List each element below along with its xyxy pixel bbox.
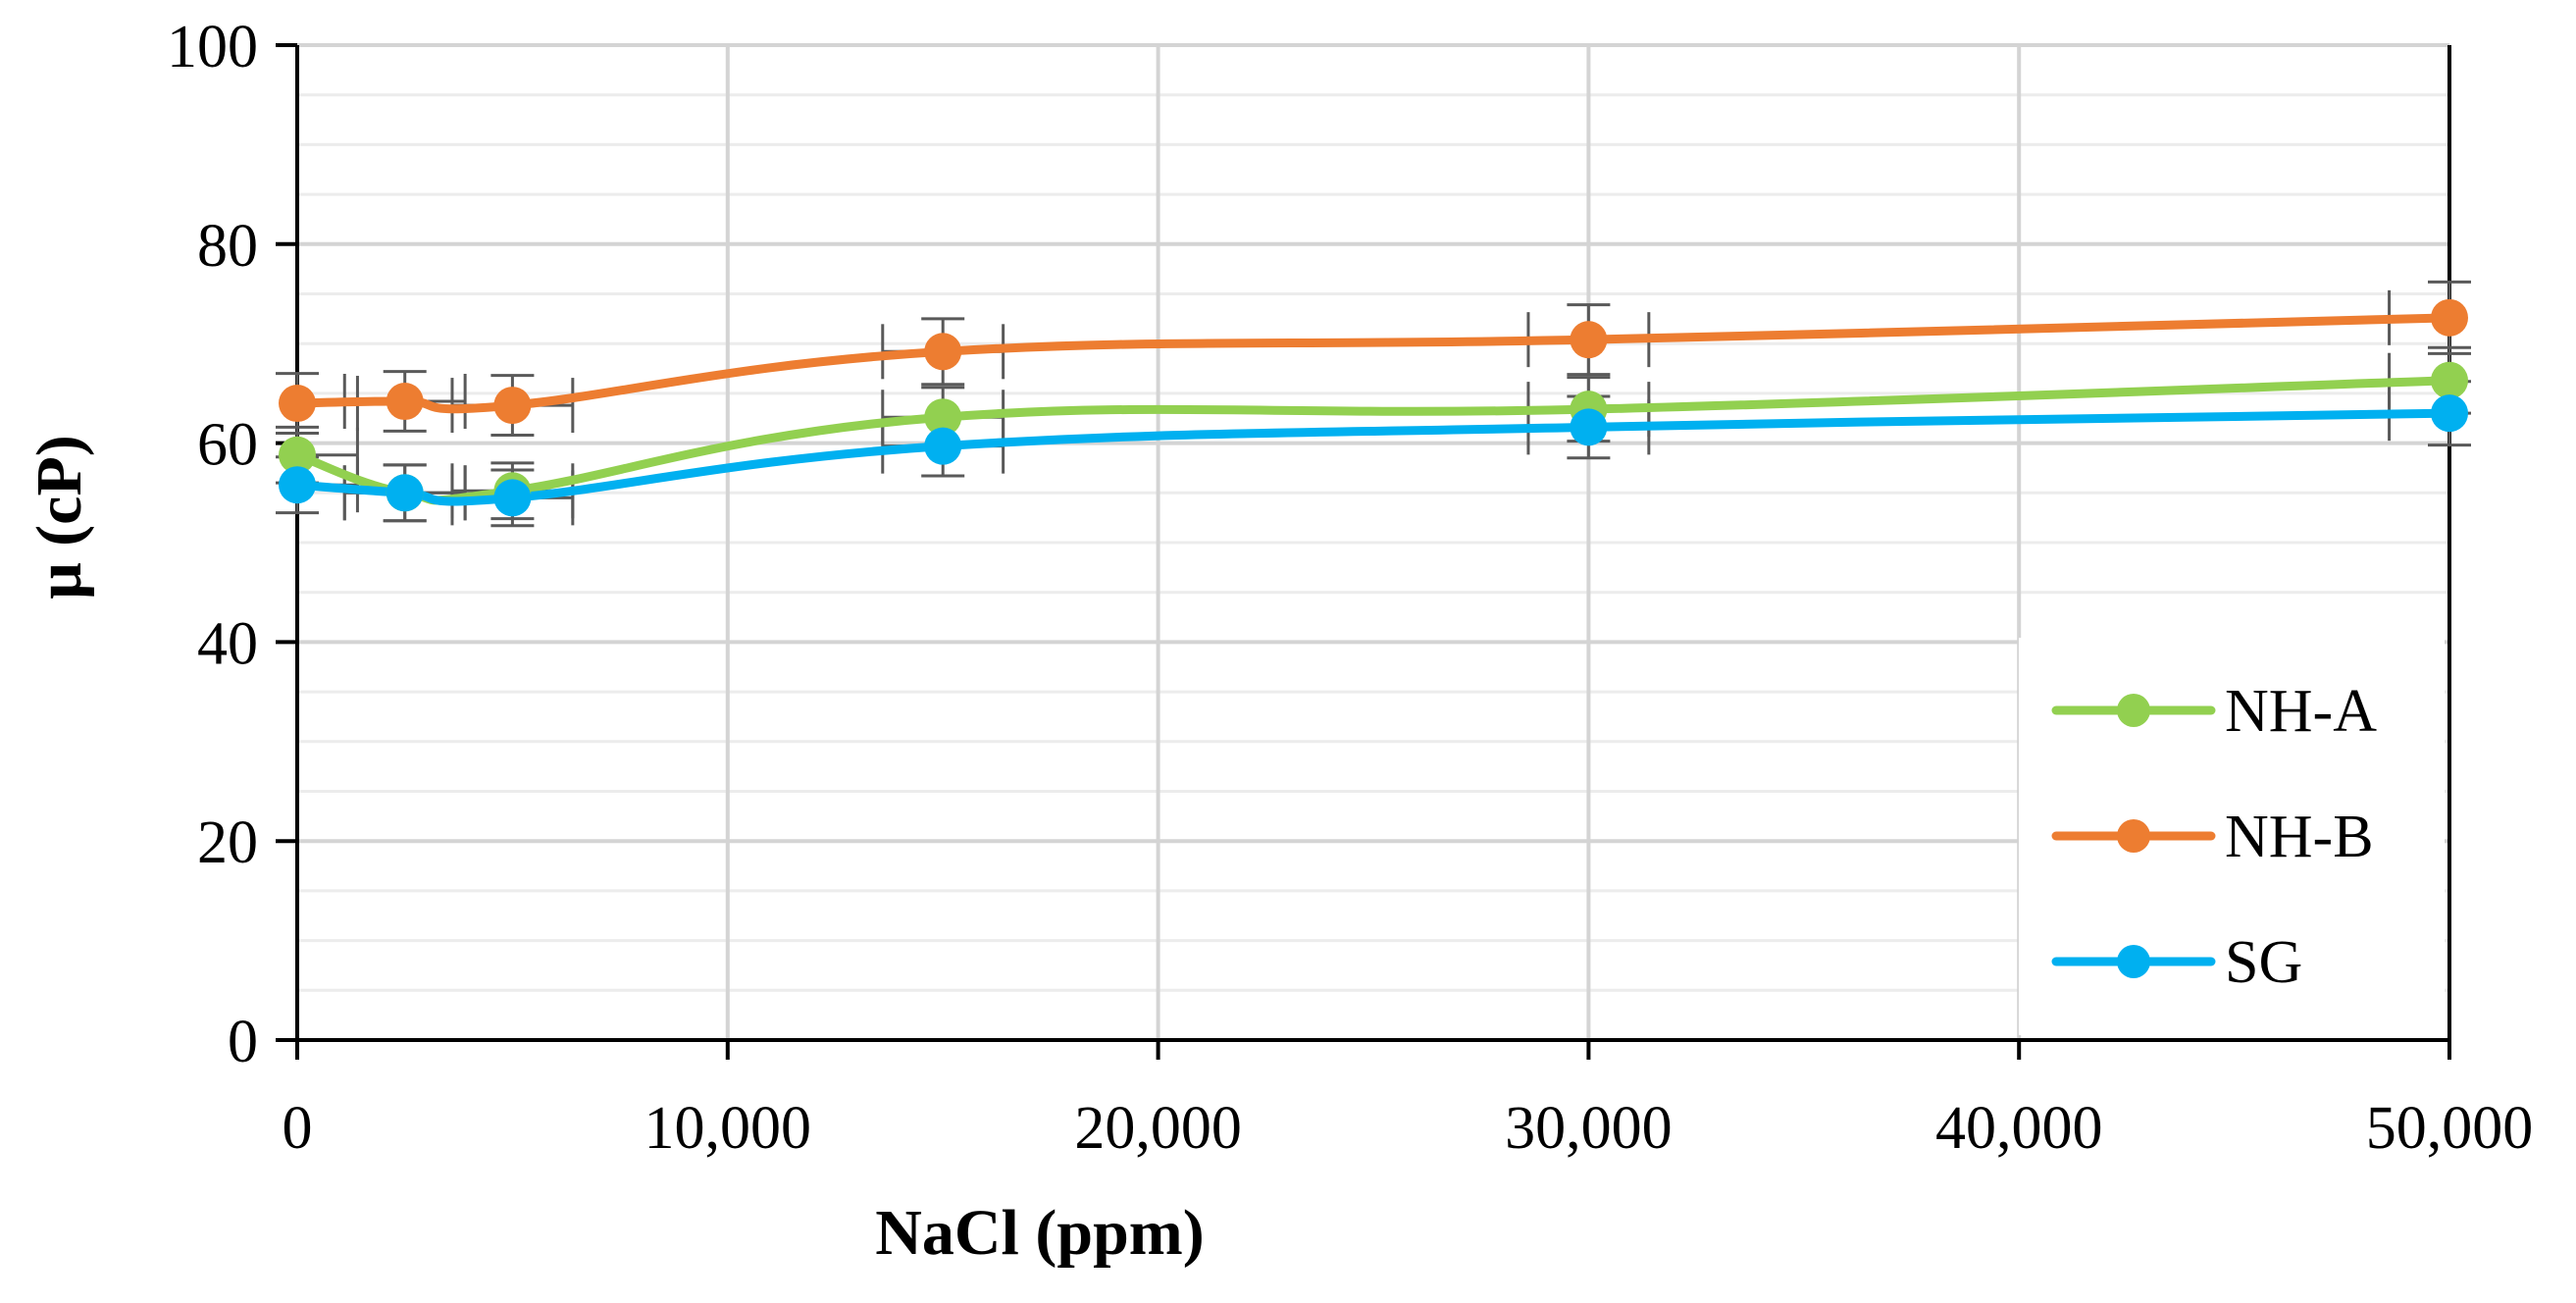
nh-b-point: [279, 385, 316, 423]
nh-b-line: [292, 313, 2454, 414]
nh-a-point: [279, 436, 316, 474]
legend-label-sg: SG: [2225, 929, 2302, 996]
nh-b-point: [924, 333, 962, 371]
y-tick-label: 60: [197, 412, 258, 479]
x-tick-label: 30,000: [1505, 1095, 1673, 1162]
x-tick-label: 0: [283, 1095, 313, 1162]
sg-point: [2431, 394, 2468, 433]
nh-b-point: [1570, 321, 1608, 359]
sg-point: [493, 479, 532, 517]
y-tick-label: 0: [228, 1009, 258, 1075]
legend-label-nh-a: NH-A: [2225, 678, 2377, 745]
nh-b-point: [493, 387, 532, 425]
data-points: [279, 298, 2468, 517]
x-tick-label: 50,000: [2366, 1095, 2534, 1162]
x-tick-label: 10,000: [644, 1095, 812, 1162]
y-tick-label: 20: [197, 809, 258, 876]
nh-a-point: [2431, 361, 2468, 399]
y-tick-label: 80: [197, 213, 258, 280]
series-lines: [292, 313, 2454, 506]
nh-b-point: [2431, 298, 2468, 337]
sg-point: [1570, 408, 1608, 446]
x-tick-label: 20,000: [1074, 1095, 1242, 1162]
legend-label-nh-b: NH-B: [2225, 804, 2374, 870]
nh-b-point: [386, 383, 424, 421]
x-axis-title: NaCl (ppm): [875, 1197, 1205, 1269]
legend-swatch-marker-sg: [2117, 945, 2150, 978]
y-axis-title: μ (cP): [24, 435, 95, 599]
legend-swatch-marker-nh-b: [2117, 819, 2150, 853]
y-tick-label: 40: [197, 610, 258, 677]
x-tick-label: 40,000: [1935, 1095, 2103, 1162]
legend-swatch-marker-nh-a: [2117, 694, 2150, 727]
tick-labels: 0 20 40 60 80 100 0 10,000 20,000 30,000 40,000 50,…: [167, 14, 2533, 1162]
nh-a-point: [924, 398, 962, 437]
y-tick-label: 100: [167, 14, 258, 80]
sg-point: [279, 466, 316, 504]
axes: [276, 43, 2451, 1060]
legend: NH-A NH-B SG: [2019, 638, 2445, 1035]
sg-point: [924, 427, 962, 465]
sg-point: [386, 474, 424, 512]
sg-line: [292, 408, 2454, 506]
